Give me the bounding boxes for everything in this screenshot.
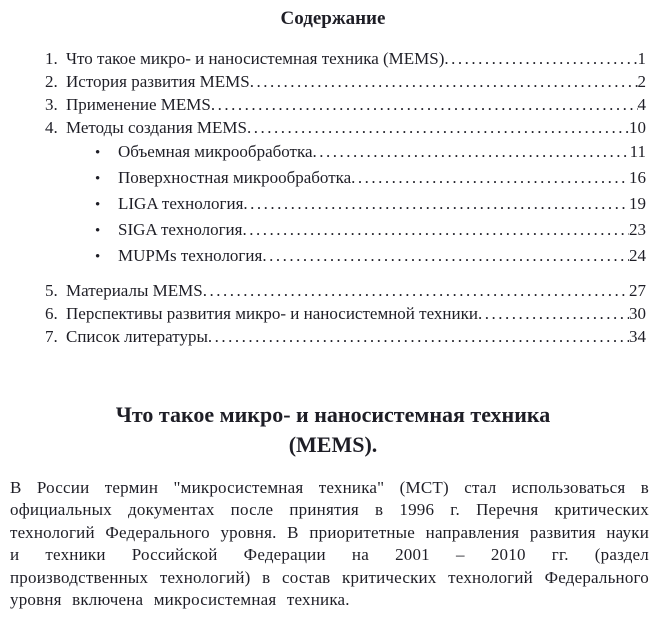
dot-leader xyxy=(444,47,637,70)
dot-leader xyxy=(211,93,638,116)
bullet-icon: • xyxy=(95,223,101,239)
section-heading: Что такое микро- и наносистемная техника… xyxy=(10,400,656,460)
table-of-contents: 1. Что такое микро- и наносистемная техн… xyxy=(45,47,646,348)
bullet-icon: • xyxy=(95,197,101,213)
toc-subentry-5: • MUPMs технология 24 xyxy=(95,244,646,269)
bullet-icon: • xyxy=(95,171,101,187)
section-heading-line2: (MEMS). xyxy=(288,432,378,457)
toc-subentry-page: 11 xyxy=(629,142,646,161)
toc-entry-3: 3. Применение MEMS 4 xyxy=(45,93,646,116)
toc-entry-page: 1 xyxy=(637,49,647,68)
toc-entry-number: 7. xyxy=(45,327,58,346)
toc-entry-2: 2. История развития MEMS 2 xyxy=(45,70,646,93)
toc-entry-number: 5. xyxy=(45,281,58,300)
toc-entry-page: 30 xyxy=(629,304,646,323)
toc-subentry-label: SIGA технология xyxy=(118,220,243,239)
dot-leader xyxy=(313,140,630,164)
toc-entry-label: Материалы MEMS xyxy=(66,281,203,300)
section-heading-line1: Что такое микро- и наносистемная техника xyxy=(115,402,551,427)
toc-subentry-label: MUPMs технология xyxy=(118,246,263,265)
toc-entry-number: 2. xyxy=(45,72,58,91)
toc-entry-label: Список литературы xyxy=(66,327,208,346)
dot-leader xyxy=(478,302,629,325)
toc-subentry-label: Поверхностная микрообработка xyxy=(118,168,352,187)
toc-entry-5: 5. Материалы MEMS 27 xyxy=(45,279,646,302)
dot-leader xyxy=(262,244,629,268)
dot-leader xyxy=(208,325,629,348)
toc-entry-page: 2 xyxy=(637,72,647,91)
toc-subentry-page: 16 xyxy=(629,168,646,187)
toc-entry-page: 34 xyxy=(629,327,646,346)
toc-subentry-label: LIGA технология xyxy=(118,194,244,213)
toc-subentry-3: • LIGA технология 19 xyxy=(95,192,646,217)
toc-entry-page: 27 xyxy=(629,281,646,300)
dot-leader xyxy=(243,192,629,216)
toc-entry-page: 4 xyxy=(637,95,647,114)
bullet-icon: • xyxy=(95,249,101,265)
toc-entry-label: Методы создания MEMS xyxy=(66,118,247,137)
toc-entry-label: История развития MEMS xyxy=(66,72,250,91)
toc-subentry-page: 19 xyxy=(629,194,646,213)
toc-entry-label: Перспективы развития микро- и наносистем… xyxy=(66,304,478,323)
toc-subentry-2: • Поверхностная микрообработка 16 xyxy=(95,166,646,191)
bullet-icon: • xyxy=(95,145,101,161)
dot-leader xyxy=(247,116,629,139)
toc-entry-number: 3. xyxy=(45,95,58,114)
dot-leader xyxy=(250,70,638,93)
toc-entry-label: Что такое микро- и наносистемная техника… xyxy=(66,49,445,68)
toc-entry-label: Применение MEMS xyxy=(66,95,211,114)
toc-entry-page: 10 xyxy=(629,118,646,137)
toc-entry-number: 6. xyxy=(45,304,58,323)
toc-subentry-4: • SIGA технология 23 xyxy=(95,218,646,243)
toc-entry-number: 1. xyxy=(45,49,58,68)
dot-leader xyxy=(242,218,629,242)
toc-entry-4: 4. Методы создания MEMS 10 xyxy=(45,116,646,139)
dot-leader xyxy=(203,279,629,302)
toc-subentry-label: Объемная микрообработка xyxy=(118,142,313,161)
toc-subentry-page: 24 xyxy=(629,246,646,265)
toc-subentry-1: • Объемная микрообработка 11 xyxy=(95,140,646,165)
toc-title: Содержание xyxy=(280,8,386,29)
toc-entry-7: 7. Список литературы 34 xyxy=(45,325,646,348)
toc-subentry-page: 23 xyxy=(629,220,646,239)
toc-entry-1: 1. Что такое микро- и наносистемная техн… xyxy=(45,47,646,70)
toc-entry-number: 4. xyxy=(45,118,58,137)
toc-entry-6: 6. Перспективы развития микро- и наносис… xyxy=(45,302,646,325)
section-paragraph: В России термин "микросистемная техника"… xyxy=(10,478,649,610)
dot-leader xyxy=(351,166,629,190)
